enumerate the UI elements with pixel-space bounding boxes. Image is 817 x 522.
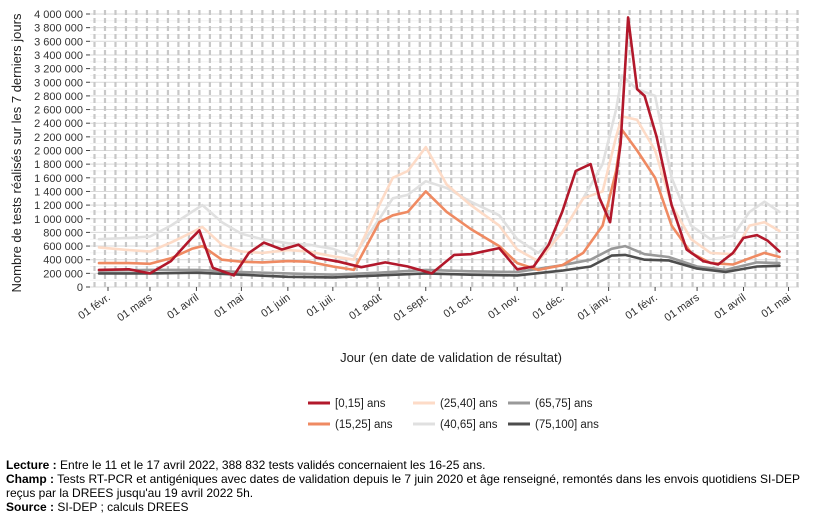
y-tick-label: 3 800 000 xyxy=(34,23,83,35)
y-tick-label: 800 000 xyxy=(43,227,83,239)
x-tick-label: 01 janv. xyxy=(576,292,614,323)
y-tick-label: 2 000 000 xyxy=(34,146,83,158)
x-tick-label: 01 mai xyxy=(759,292,793,321)
y-tick-label: 3 000 000 xyxy=(34,77,83,89)
legend-label: [0,15] ans xyxy=(335,398,386,410)
y-tick-label: 0 xyxy=(77,282,83,294)
y-tick-label: 4 000 000 xyxy=(34,9,83,21)
x-tick-label: 01 sept. xyxy=(392,292,431,324)
legend-label: (15,25] ans xyxy=(335,419,393,431)
y-axis-label: Nombre de tests réalisés sur les 7 derni… xyxy=(9,13,24,292)
note-source-label: Source : xyxy=(6,500,55,514)
x-tick-label: 01 févr. xyxy=(76,292,112,323)
y-tick-label: 1 200 000 xyxy=(34,200,83,212)
figure-notes: Lecture : Entre le 11 et le 17 avril 202… xyxy=(6,458,811,514)
note-source: Source : SI-DEP ; calculs DREES xyxy=(6,500,811,514)
x-axis-label: Jour (en date de validation de résultat) xyxy=(340,350,562,365)
x-axis: 01 févr. 01 mars 01 avril 01 mai 01 juin 01 j… xyxy=(76,287,793,324)
x-tick-label: 01 avril xyxy=(165,292,201,322)
y-tick-label: 3 200 000 xyxy=(34,64,83,76)
x-tick-label: 01 févr. xyxy=(623,292,659,323)
x-tick-label: 01 mars xyxy=(115,291,155,324)
series-line xyxy=(97,16,781,277)
x-tick-label: 01 mars xyxy=(662,291,702,324)
series-line xyxy=(97,128,781,272)
note-lecture-label: Lecture : xyxy=(6,458,57,472)
x-tick-label: 01 avril xyxy=(712,292,748,322)
note-source-text: SI-DEP ; calculs DREES xyxy=(54,500,189,514)
legend-label: (25,40] ans xyxy=(440,398,498,410)
y-tick-label: 2 800 000 xyxy=(34,91,83,103)
y-tick-label: 1 800 000 xyxy=(34,159,83,171)
y-tick-label: 1 400 000 xyxy=(34,186,83,198)
note-lecture-text: Entre le 11 et le 17 avril 2022, 388 832… xyxy=(56,458,486,472)
legend-label: (75,100] ans xyxy=(535,419,599,431)
y-tick-label: 600 000 xyxy=(43,241,83,253)
y-tick-label: 2 600 000 xyxy=(34,105,83,117)
y-tick-label: 2 400 000 xyxy=(34,118,83,130)
y-tick-label: 400 000 xyxy=(43,255,83,267)
x-tick-label: 01 oct. xyxy=(442,292,476,321)
x-tick-label: 01 juin xyxy=(259,292,292,320)
note-lecture: Lecture : Entre le 11 et le 17 avril 202… xyxy=(6,458,811,472)
gridlines xyxy=(90,10,799,288)
note-champ-text: Tests RT-PCR et antigéniques avec dates … xyxy=(6,472,800,500)
x-tick-label: 01 mai xyxy=(212,292,246,321)
y-tick-label: 200 000 xyxy=(43,268,83,280)
y-tick-label: 3 400 000 xyxy=(34,50,83,62)
x-tick-label: 01 nov. xyxy=(486,292,522,322)
series-line xyxy=(97,253,781,279)
x-tick-label: 01 déc. xyxy=(530,292,566,323)
legend-label: (65,75] ans xyxy=(535,398,593,410)
note-champ-label: Champ : xyxy=(6,472,54,486)
x-tick-label: 01 août xyxy=(347,292,384,323)
y-tick-label: 1 600 000 xyxy=(34,173,83,185)
legend: [0,15] ans (15,25] ans (25,40] ans (40,65] … xyxy=(308,398,599,431)
series-lines xyxy=(97,16,781,279)
y-tick-label: 3 600 000 xyxy=(34,36,83,48)
y-tick-label: 2 200 000 xyxy=(34,132,83,144)
x-tick-label: 01 juil. xyxy=(305,292,338,320)
note-champ: Champ : Tests RT-PCR et antigéniques ave… xyxy=(6,472,811,500)
y-tick-label: 1 000 000 xyxy=(34,214,83,226)
legend-label: (40,65] ans xyxy=(440,419,498,431)
